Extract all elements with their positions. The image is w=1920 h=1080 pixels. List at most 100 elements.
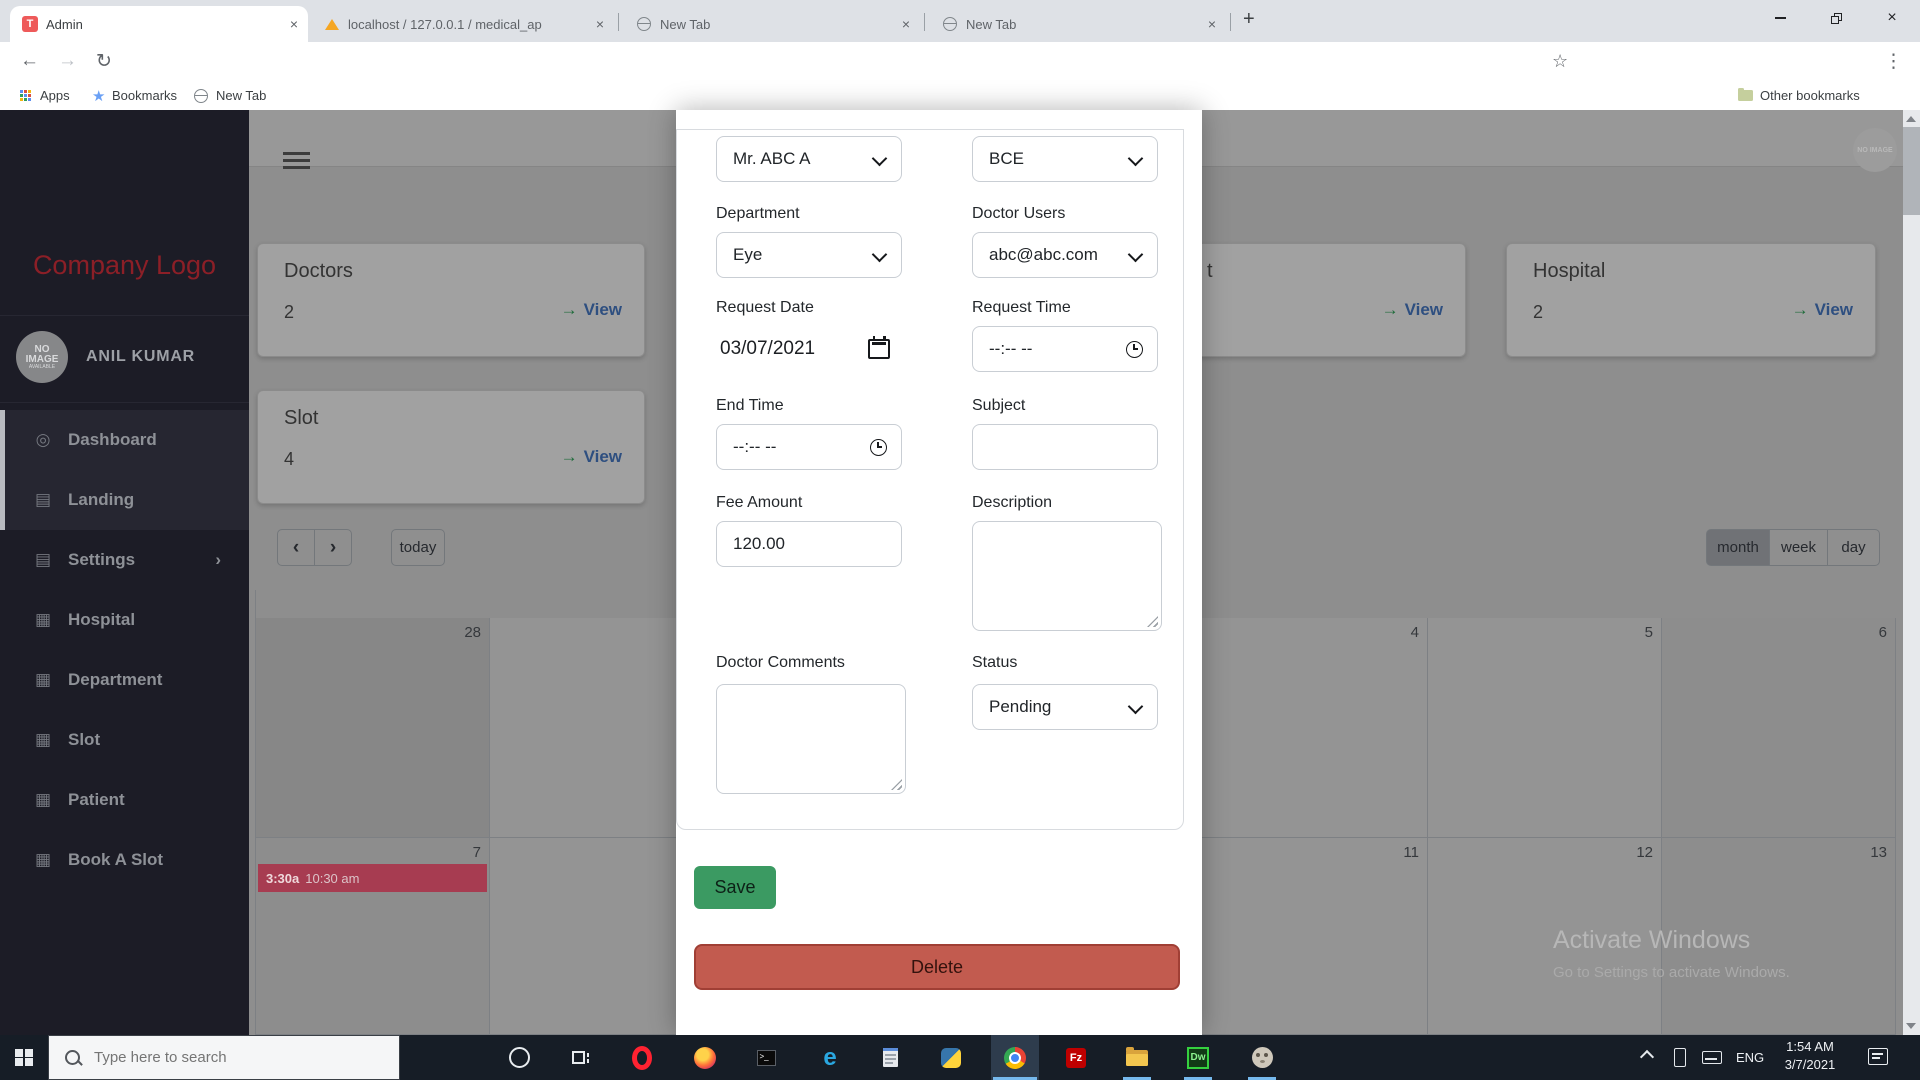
end-time-input[interactable]: --:-- -- (716, 424, 902, 470)
doctor-select[interactable]: Mr. ABC A (716, 136, 902, 182)
edge-icon[interactable]: e (806, 1035, 854, 1080)
window-minimize-button[interactable] (1752, 0, 1808, 36)
other-bookmarks[interactable]: Other bookmarks (1760, 88, 1860, 103)
tab-new-tab-2[interactable]: New Tab × (930, 6, 1226, 42)
calendar-cell[interactable]: 4 (1193, 618, 1428, 838)
calendar-cell[interactable]: 5 (1428, 618, 1662, 838)
page-scrollbar[interactable] (1903, 110, 1920, 1035)
firefox-icon[interactable] (681, 1035, 729, 1080)
save-button[interactable]: Save (694, 866, 776, 909)
action-center-icon[interactable] (1868, 1048, 1888, 1065)
file-explorer-icon[interactable] (1113, 1035, 1161, 1080)
task-view-icon[interactable] (555, 1035, 603, 1080)
resize-grip-icon[interactable] (891, 779, 902, 790)
request-date-input[interactable]: 03/07/2021 (716, 326, 902, 372)
view-link[interactable]: → View (561, 447, 622, 467)
tray-keyboard-icon[interactable] (1702, 1051, 1722, 1064)
sidebar-item-department[interactable]: ▦ Department (0, 650, 249, 710)
company-logo[interactable]: Company Logo (32, 250, 217, 280)
browser-menu-icon[interactable]: ⋮ (1884, 51, 1903, 72)
clock-icon[interactable] (1126, 341, 1143, 358)
tray-expand-icon[interactable] (1639, 1049, 1655, 1065)
start-button[interactable] (0, 1035, 48, 1080)
taskbar-search-input[interactable] (92, 1048, 376, 1067)
bookmark-bookmarks[interactable]: Bookmarks (112, 88, 178, 103)
bookmark-star-icon[interactable]: ☆ (1552, 51, 1569, 71)
sidebar-item-dashboard[interactable]: ◎ Dashboard (0, 410, 249, 470)
window-restore-button[interactable] (1808, 0, 1864, 36)
gimp-icon[interactable] (1238, 1035, 1286, 1080)
chrome-icon[interactable] (991, 1035, 1039, 1080)
bookmark-new-tab[interactable]: New Tab (216, 88, 267, 103)
calendar-prev-button[interactable]: ‹ (277, 529, 315, 566)
tab-phpmyadmin[interactable]: localhost / 127.0.0.1 / medical_ap × (312, 6, 614, 42)
tab-close-icon[interactable]: × (289, 16, 298, 32)
scroll-up-icon[interactable] (1906, 116, 1916, 122)
calendar-icon[interactable] (868, 336, 890, 359)
tab-close-icon[interactable]: × (595, 16, 604, 32)
calendar-month-button[interactable]: month (1706, 529, 1770, 566)
scrollbar-thumb[interactable] (1903, 127, 1920, 215)
cortana-icon[interactable] (495, 1035, 543, 1080)
python-icon[interactable] (927, 1035, 975, 1080)
calendar-event[interactable]: 3:30a 10:30 am (258, 864, 487, 892)
forward-icon[interactable]: → (58, 50, 77, 71)
description-textarea[interactable] (972, 521, 1162, 631)
tray-language[interactable]: ENG (1736, 1050, 1765, 1065)
degree-select[interactable]: BCE (972, 136, 1158, 182)
notepad-icon[interactable] (866, 1035, 914, 1080)
sidebar-item-settings[interactable]: ▤ Settings › (0, 530, 249, 590)
window-close-button[interactable]: × (1864, 0, 1920, 36)
doctor-comments-textarea[interactable] (716, 684, 906, 794)
taskbar-search-box[interactable] (48, 1035, 400, 1080)
new-tab-button[interactable]: + (1243, 8, 1255, 30)
fee-amount-input[interactable]: 120.00 (716, 521, 902, 567)
calendar-cell[interactable]: 11 (1193, 838, 1428, 1035)
sidebar-item-label: Patient (68, 790, 125, 809)
sidebar-item-patient[interactable]: ▦ Patient (0, 770, 249, 830)
doctor-users-select[interactable]: abc@abc.com (972, 232, 1158, 278)
view-link[interactable]: → View (561, 300, 622, 320)
calendar-cell[interactable]: 12 (1428, 838, 1662, 1035)
tray-clock[interactable]: 1:54 AM 3/7/2021 (1772, 1039, 1848, 1072)
tab-admin[interactable]: T Admin × (10, 6, 308, 42)
request-time-input[interactable]: --:-- -- (972, 326, 1158, 372)
delete-button[interactable]: Delete (694, 944, 1180, 990)
calendar-cell[interactable]: 28 (256, 618, 490, 838)
calendar-week-button[interactable]: week (1769, 529, 1828, 566)
resize-grip-icon[interactable] (1147, 616, 1158, 627)
filezilla-icon[interactable]: Fz (1052, 1035, 1100, 1080)
opera-icon[interactable] (618, 1035, 666, 1080)
tab-close-icon[interactable]: × (901, 16, 910, 32)
calendar-cell[interactable]: 7 3:30a 10:30 am (256, 838, 490, 1035)
globe-icon[interactable] (194, 89, 208, 103)
bookmarks-star-icon[interactable]: ★ (92, 88, 106, 105)
hamburger-menu-icon[interactable] (283, 152, 310, 156)
tray-device-icon[interactable] (1674, 1048, 1686, 1067)
calendar-next-button[interactable]: › (314, 529, 352, 566)
view-link[interactable]: → View (1792, 300, 1853, 320)
calendar-day-button[interactable]: day (1827, 529, 1880, 566)
sidebar-item-hospital[interactable]: ▦ Hospital (0, 590, 249, 650)
reload-icon[interactable]: ↻ (96, 51, 112, 72)
status-select[interactable]: Pending (972, 684, 1158, 730)
navbar-avatar[interactable]: NO IMAGE (1853, 128, 1897, 172)
command-prompt-icon[interactable]: >_ (742, 1035, 790, 1080)
sidebar-item-book-a-slot[interactable]: ▦ Book A Slot (0, 830, 249, 890)
calendar-cell[interactable]: 6 (1662, 618, 1896, 838)
calendar-today-button[interactable]: today (391, 529, 445, 566)
scroll-down-icon[interactable] (1906, 1023, 1916, 1029)
sidebar-item-slot[interactable]: ▦ Slot (0, 710, 249, 770)
tab-new-tab-1[interactable]: New Tab × (624, 6, 920, 42)
back-icon[interactable]: ← (20, 50, 39, 71)
clock-icon[interactable] (870, 439, 887, 456)
tab-close-icon[interactable]: × (1207, 16, 1216, 32)
subject-input[interactable] (972, 424, 1158, 470)
sidebar-item-landing[interactable]: ▤ Landing (0, 470, 249, 530)
calendar-cell[interactable]: 13 (1662, 838, 1896, 1035)
department-select[interactable]: Eye (716, 232, 902, 278)
apps-grid-icon[interactable] (20, 90, 32, 102)
view-link[interactable]: → View (1382, 300, 1443, 320)
bookmark-apps[interactable]: Apps (40, 88, 70, 103)
dreamweaver-icon[interactable]: Dw (1174, 1035, 1222, 1080)
